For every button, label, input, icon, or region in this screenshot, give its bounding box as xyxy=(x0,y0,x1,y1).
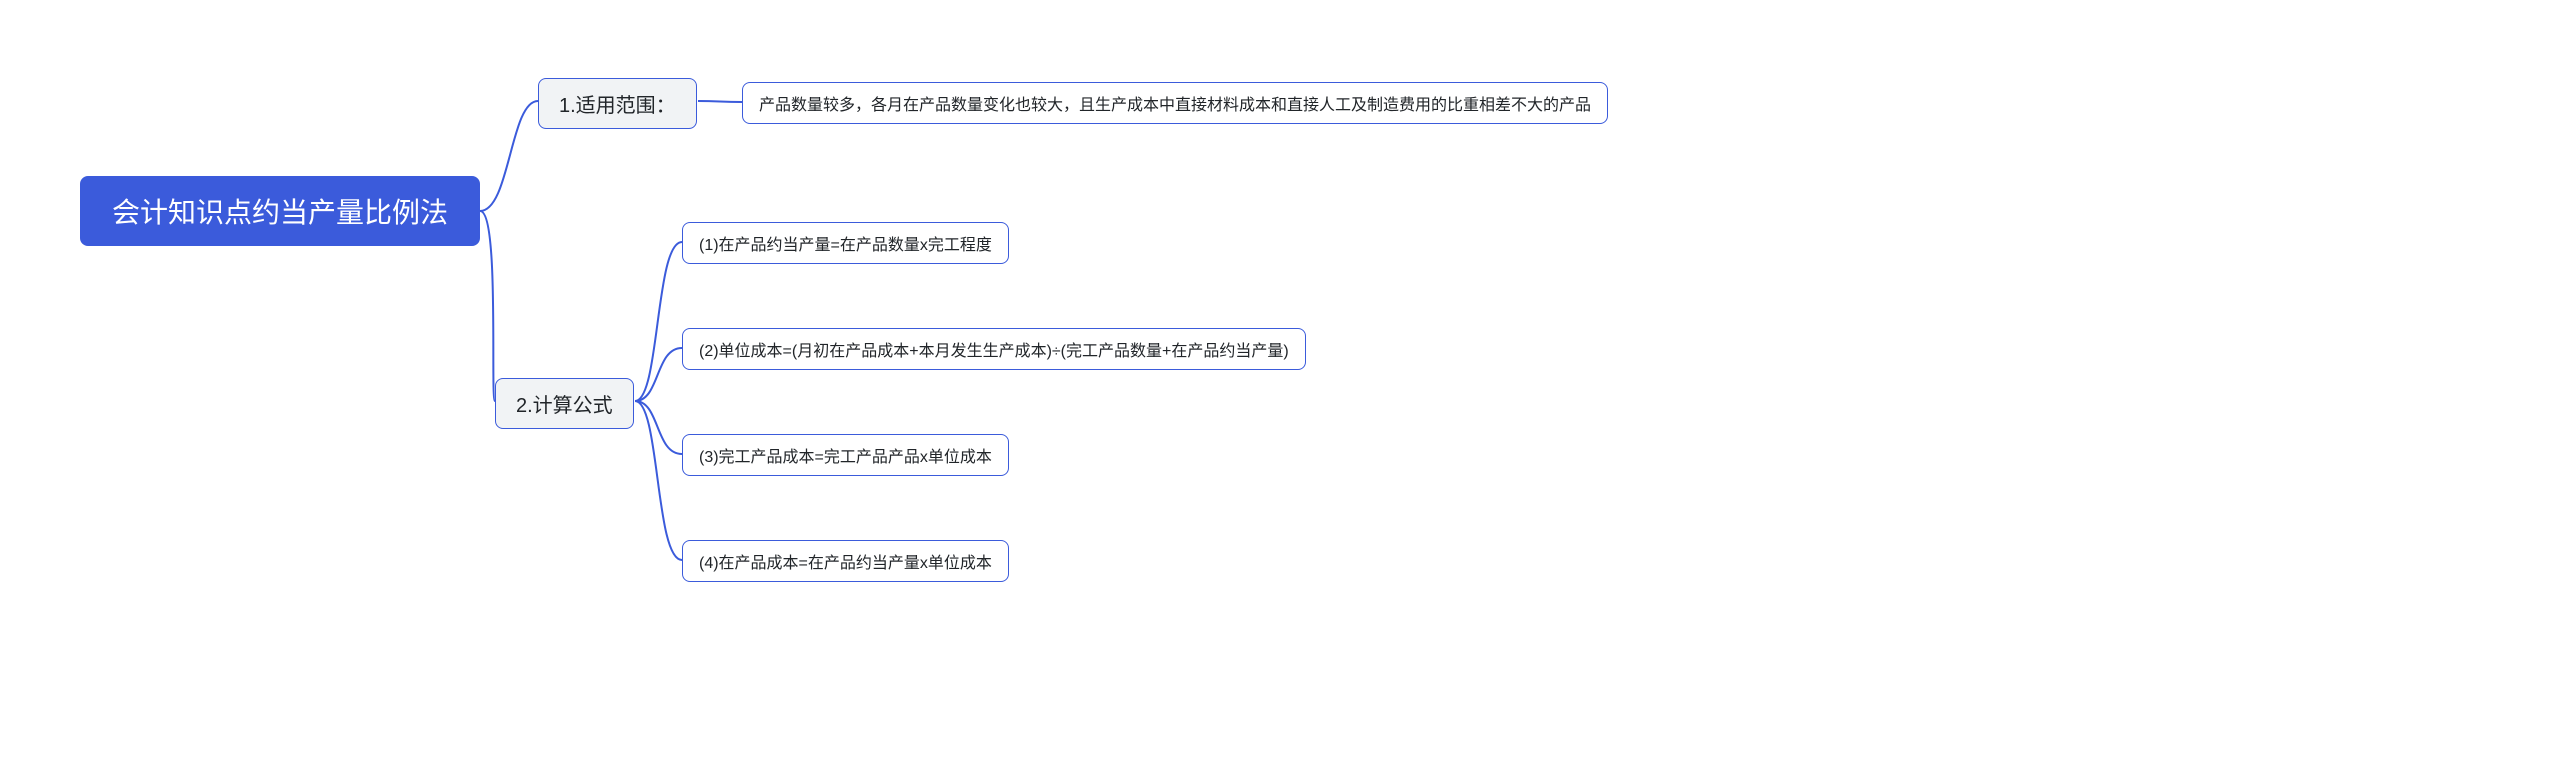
mindmap-leaf-scope-1: 产品数量较多，各月在产品数量变化也较大，且生产成本中直接材料成本和直接人工及制造… xyxy=(742,82,1608,124)
mindmap-branch-scope: 1.适用范围： xyxy=(538,78,697,129)
mindmap-leaf-formula-1: (1)在产品约当产量=在产品数量x完工程度 xyxy=(682,222,1009,264)
mindmap-leaf-formula-4: (4)在产品成本=在产品约当产量x单位成本 xyxy=(682,540,1009,582)
mindmap-branch-formula: 2.计算公式 xyxy=(495,378,634,429)
mindmap-leaf-formula-2: (2)单位成本=(月初在产品成本+本月发生生产成本)÷(完工产品数量+在产品约当… xyxy=(682,328,1306,370)
mindmap-leaf-formula-3: (3)完工产品成本=完工产品产品x单位成本 xyxy=(682,434,1009,476)
mindmap-root: 会计知识点约当产量比例法 xyxy=(80,176,480,246)
